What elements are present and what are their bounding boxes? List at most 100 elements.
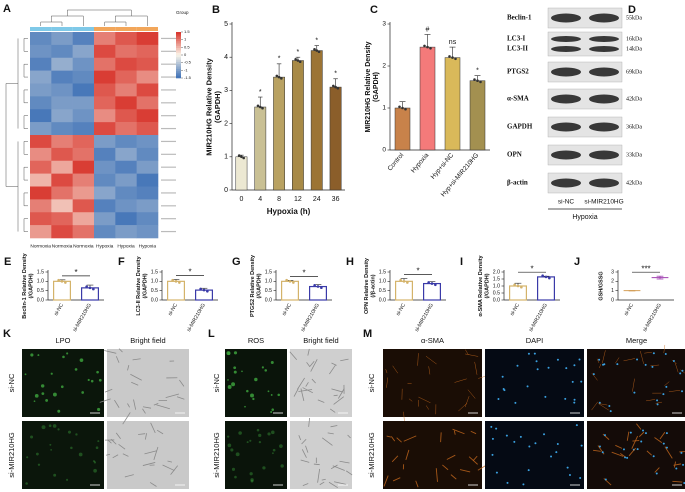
bar (394, 107, 411, 151)
blot-band (589, 67, 619, 77)
point-decor (294, 58, 297, 61)
heat-cell (94, 160, 116, 174)
cell-texture (663, 344, 666, 354)
cell-texture (293, 388, 299, 397)
y-axis-label: OPN Relative Density (364, 257, 370, 314)
bar (80, 287, 99, 301)
heat-cell (115, 225, 137, 239)
cell-texture (339, 460, 350, 464)
cell-texture (464, 396, 470, 408)
heat-cell (51, 135, 73, 149)
cell-texture (279, 444, 283, 448)
cell-texture (57, 428, 60, 431)
cell-texture (535, 360, 538, 363)
blot-band (551, 36, 581, 42)
cell-texture (491, 437, 494, 440)
micrograph (587, 349, 685, 417)
cell-texture (459, 469, 471, 473)
cell-texture (37, 354, 40, 357)
cell-texture (446, 454, 456, 460)
cell-texture (598, 445, 601, 448)
heat-cell (72, 173, 95, 187)
heat-cell (30, 225, 52, 239)
cell-texture (70, 446, 73, 450)
x-tick-label: si-NC (623, 302, 635, 316)
significance-mark: * (302, 269, 305, 278)
bar (423, 282, 442, 301)
y-tick-label: 2.0 (493, 269, 500, 275)
heat-cell (51, 199, 73, 213)
cell-texture (34, 393, 39, 398)
cell-texture (464, 353, 479, 357)
cell-texture (386, 435, 392, 438)
micrograph (225, 421, 287, 489)
cell-texture (52, 424, 57, 428)
cell-texture (458, 402, 468, 412)
point-decor (479, 80, 482, 84)
cell-texture (114, 399, 120, 408)
cell-texture (665, 385, 668, 388)
cell-texture (568, 474, 571, 477)
cell-texture (550, 455, 553, 458)
cell-texture (616, 363, 619, 366)
micrograph (225, 349, 287, 417)
y-tick-label: 3 (611, 269, 614, 275)
cell-texture (226, 435, 230, 438)
cell-texture (165, 393, 179, 398)
heat-cell (72, 70, 95, 84)
color-scale (176, 64, 181, 67)
cell-texture (467, 389, 476, 399)
cell-texture (644, 363, 647, 366)
micrograph (107, 349, 189, 417)
cell-texture (327, 432, 334, 435)
y-tick-label: 1.0 (379, 279, 386, 285)
y-tick-label: 0.0 (37, 297, 44, 303)
point-decor (298, 60, 302, 64)
cell-texture (310, 359, 318, 372)
cell-texture (270, 361, 274, 365)
cell-texture (470, 430, 477, 435)
cell-texture (144, 433, 147, 440)
point-decor (520, 285, 523, 289)
color-scale-label: 1.5 (184, 29, 190, 34)
cell-texture (664, 446, 673, 459)
cell-texture (345, 470, 353, 476)
point-decor (240, 155, 243, 159)
cell-texture (41, 392, 45, 396)
heat-cell (72, 225, 95, 239)
y-tick-label: 1.0 (37, 279, 44, 285)
group-strip (115, 27, 137, 31)
heat-cell (30, 186, 52, 200)
cell-texture (176, 396, 185, 400)
panel-letter: H (346, 256, 354, 268)
blot-band (589, 13, 619, 23)
heat-cell (72, 199, 95, 213)
point-decor (171, 278, 174, 282)
cell-texture (593, 449, 601, 452)
bar (254, 106, 267, 191)
cell-texture (626, 431, 630, 441)
cell-texture (305, 445, 309, 453)
cell-texture (156, 429, 164, 435)
heat-cell (30, 173, 52, 187)
y-tick-label: 0.0 (379, 297, 386, 303)
heat-cell (115, 160, 137, 174)
cell-texture (522, 483, 525, 486)
x-tick-label: si-MIR210HG (528, 303, 549, 333)
color-scale (176, 68, 181, 72)
micrograph (383, 349, 482, 417)
cell-texture (78, 452, 83, 457)
cell-texture (578, 358, 581, 361)
panel-letter: C (370, 4, 378, 16)
heat-cell (51, 70, 73, 84)
cell-texture (580, 380, 583, 383)
heat-cell (136, 32, 159, 46)
heat-cell (136, 199, 159, 213)
cell-texture (256, 428, 260, 432)
cell-texture (66, 352, 69, 355)
y-tick-label: 1 (611, 288, 614, 294)
cell-texture (162, 464, 175, 471)
column-header: ROS (248, 336, 264, 345)
bar (395, 280, 414, 301)
cell-texture (490, 425, 493, 428)
